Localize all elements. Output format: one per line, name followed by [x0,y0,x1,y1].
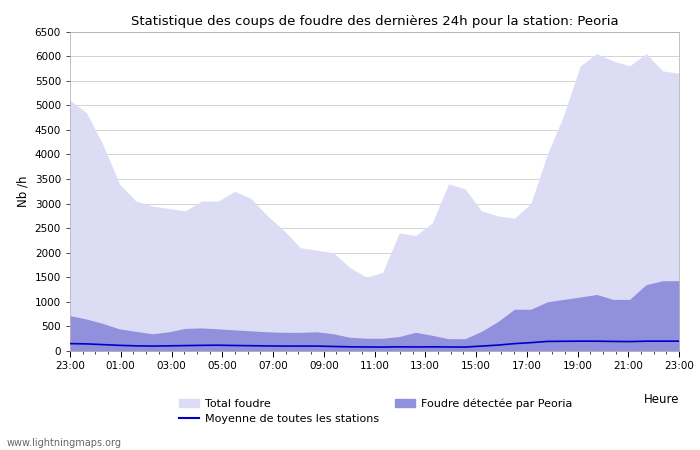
Title: Statistique des coups de foudre des dernières 24h pour la station: Peoria: Statistique des coups de foudre des dern… [131,14,618,27]
Text: www.lightningmaps.org: www.lightningmaps.org [7,438,122,448]
Text: Heure: Heure [643,392,679,405]
Y-axis label: Nb /h: Nb /h [16,176,29,207]
Legend: Total foudre, Moyenne de toutes les stations, Foudre détectée par Peoria: Total foudre, Moyenne de toutes les stat… [179,398,573,424]
